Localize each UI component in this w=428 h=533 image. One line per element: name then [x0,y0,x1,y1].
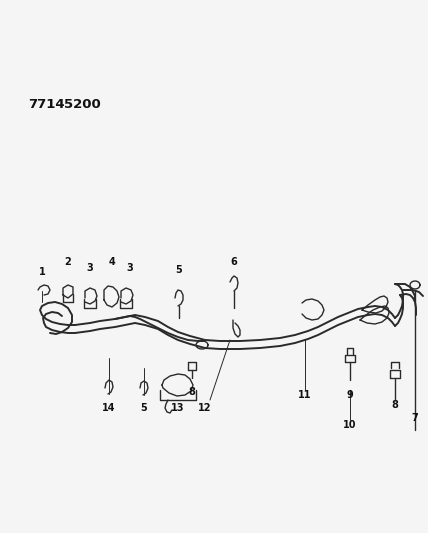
Text: 5200: 5200 [64,98,101,111]
Text: 1: 1 [39,267,45,277]
Text: 14: 14 [102,403,116,413]
Text: 10: 10 [343,420,357,430]
Text: 3: 3 [127,263,134,273]
Text: 5: 5 [175,265,182,275]
Text: 12: 12 [198,403,212,413]
Text: 9: 9 [347,390,354,400]
Text: 6: 6 [231,257,238,267]
Text: 3: 3 [86,263,93,273]
Text: 7: 7 [412,413,419,423]
Text: 13: 13 [171,403,185,413]
Text: 11: 11 [298,390,312,400]
Text: 4: 4 [109,257,116,267]
Text: 5: 5 [141,403,147,413]
Text: 7714: 7714 [28,98,65,111]
Text: 8: 8 [392,400,398,410]
Text: 2: 2 [65,257,71,267]
Text: 8: 8 [189,387,196,397]
